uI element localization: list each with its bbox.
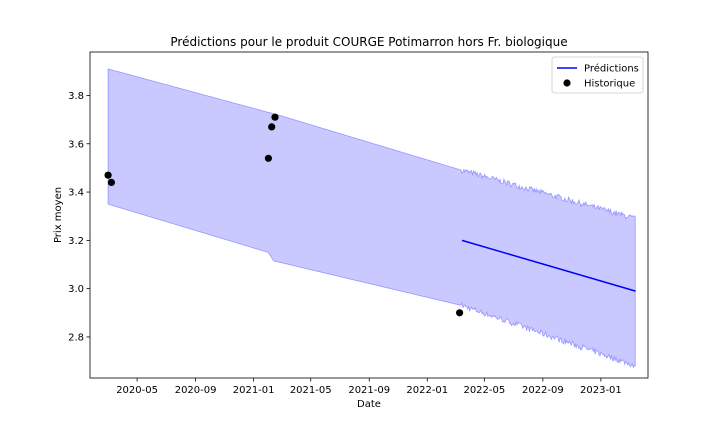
historical-point: [107, 178, 115, 186]
confidence-band-area: [107, 68, 636, 369]
x-tick-label: 2022-05: [463, 385, 505, 396]
historical-series: [104, 113, 464, 317]
confidence-band: [107, 68, 636, 369]
x-tick-label: 2021-09: [348, 385, 390, 396]
x-tick-label: 2020-05: [116, 385, 158, 396]
historical-point: [456, 309, 464, 317]
historical-point: [264, 154, 272, 162]
legend-dot-swatch: [563, 79, 571, 87]
historical-point: [268, 123, 276, 131]
legend: Prédictions Historique: [551, 56, 644, 94]
plot-area: [90, 52, 648, 378]
x-tick-label: 2020-09: [175, 385, 217, 396]
prediction-line: [461, 239, 636, 292]
y-tick-label: 3.2: [68, 236, 84, 247]
x-axis: 2020-05 2020-09 2021-01 2021-05 2021-09 2022-…: [116, 378, 622, 396]
legend-label: Prédictions: [584, 63, 639, 75]
prediction-series: [461, 239, 636, 292]
historical-point: [104, 171, 112, 179]
y-tick-label: 3.8: [68, 91, 84, 102]
y-tick-label: 3.0: [68, 284, 84, 295]
y-axis-label: Prix moyen: [53, 187, 64, 243]
y-axis: 2.8 3.0 3.2 3.4 3.6 3.8: [68, 91, 90, 343]
chart-title: Prédictions pour le produit COURGE Potim…: [170, 35, 567, 49]
y-tick-label: 3.4: [68, 188, 84, 199]
y-tick-label: 2.8: [68, 332, 84, 343]
x-tick-label: 2021-01: [233, 385, 275, 396]
x-tick-label: 2021-05: [290, 385, 332, 396]
legend-box: [551, 56, 644, 94]
legend-label: Historique: [584, 79, 635, 90]
x-tick-label: 2022-01: [406, 385, 448, 396]
x-tick-label: 2023-01: [580, 385, 622, 396]
y-tick-label: 3.6: [68, 139, 84, 150]
x-tick-label: 2022-09: [522, 385, 564, 396]
x-axis-label: Date: [357, 399, 381, 410]
historical-point: [271, 113, 279, 121]
